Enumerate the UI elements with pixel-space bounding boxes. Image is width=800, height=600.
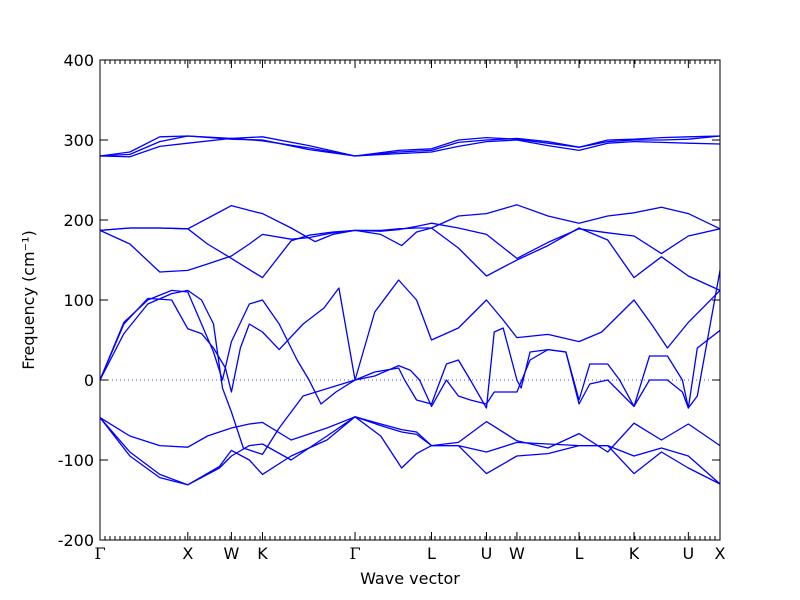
y-tick-label: 0 [84,371,94,390]
plot-area [99,59,721,541]
x-tick-label-kpoint: Γ [94,544,105,563]
x-axis-title: Wave vector [360,569,460,588]
y-axis-title: Frequency (cm⁻¹) [19,230,38,369]
band-line-4 [100,204,720,247]
x-tick-label-kpoint: X [182,544,193,563]
y-tick-labels: -200 -100 0 100 200 300 400 [58,51,94,550]
band-series-group [100,135,720,486]
x-tick-label-kpoint: W [223,544,239,563]
plot-background [100,60,720,540]
band-line-9 [100,270,720,409]
x-tick-label-kpoint: U [481,544,493,563]
band-line-6 [100,222,720,273]
y-tick-label: -100 [58,451,94,470]
x-tick-label-kpoint: L [575,544,584,563]
band-line-8 [100,287,720,409]
band-line-3 [100,136,720,158]
band-line-5 [100,227,720,291]
band-line-2 [100,135,720,157]
x-tick-label-kpoint: K [257,544,268,563]
y-tick-label: -200 [58,531,94,550]
band-line-7 [100,279,720,456]
x-tick-label-kpoint: Γ [349,544,360,563]
y-tick-label: 400 [63,51,94,70]
x-tick-label-kpoint: X [715,544,726,563]
y-tick-label: 200 [63,211,94,230]
y-tick-label: 100 [63,291,94,310]
minor-ticks [99,60,721,540]
x-tick-label-kpoint: U [682,544,694,563]
major-ticks [99,59,721,541]
band-line-12 [100,416,720,486]
y-tick-label: 300 [63,131,94,150]
x-tick-label-kpoint: K [629,544,640,563]
x-tick-label-kpoint: W [509,544,525,563]
x-tick-label-kpoint: L [427,544,436,563]
band-line-11 [100,416,720,453]
